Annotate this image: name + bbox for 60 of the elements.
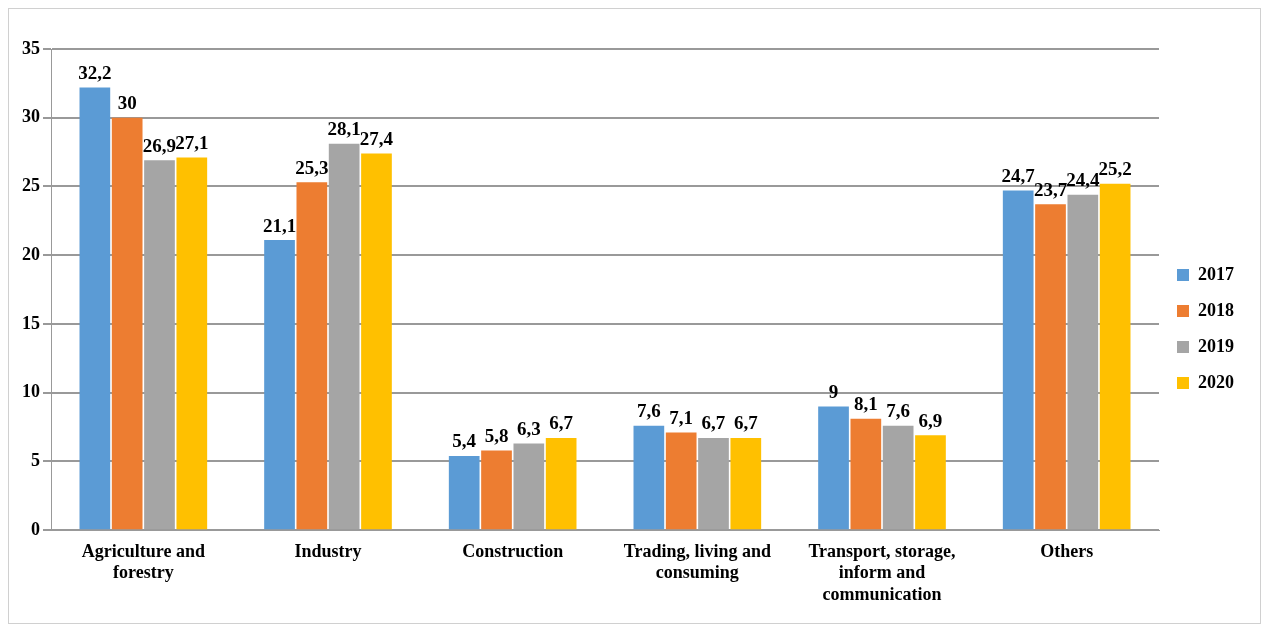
bar <box>633 425 665 530</box>
bar <box>176 157 208 530</box>
bar <box>1002 190 1034 530</box>
y-tick-label: 20 <box>22 243 40 264</box>
x-tick-label: Transport, storage, inform and communication <box>808 540 956 604</box>
data-label: 6,7 <box>701 412 726 434</box>
legend-label: 2020 <box>1198 371 1234 392</box>
data-label: 32,2 <box>78 61 112 83</box>
legend-label: 2019 <box>1198 335 1234 356</box>
x-tick-label: Agriculture and forestry <box>81 540 205 583</box>
x-tick-label: Others <box>1040 540 1094 561</box>
data-label: 28,1 <box>327 118 361 140</box>
bar <box>850 418 882 530</box>
x-tick-label: Trading, living and consuming <box>623 540 771 583</box>
y-tick-label: 0 <box>31 518 40 539</box>
bar <box>264 240 295 530</box>
data-label: 9 <box>828 380 839 402</box>
x-tick-label: Construction <box>462 540 564 561</box>
data-label: 5,4 <box>452 430 477 452</box>
y-tick-label: 15 <box>22 312 40 333</box>
legend-label: 2017 <box>1198 263 1234 284</box>
y-tick-label: 10 <box>22 381 40 402</box>
bar <box>481 450 512 530</box>
bar <box>818 406 849 530</box>
data-label: 7,1 <box>669 406 694 428</box>
x-tick-label: Industry <box>294 540 362 561</box>
data-label: 6,7 <box>549 412 574 434</box>
data-label: 25,2 <box>1098 158 1132 180</box>
data-label: 8,1 <box>853 393 878 415</box>
y-tick-label: 25 <box>22 175 40 196</box>
y-tick-label: 5 <box>31 450 40 471</box>
bar <box>296 182 328 530</box>
data-label: 25,3 <box>295 156 329 178</box>
data-label: 6,9 <box>918 409 943 431</box>
bar <box>915 435 946 530</box>
data-label: 7,6 <box>886 400 911 422</box>
data-label: 24,4 <box>1066 169 1100 191</box>
data-label: 6,3 <box>516 417 541 439</box>
data-label: 5,8 <box>484 424 509 446</box>
data-label: 26,9 <box>142 134 177 156</box>
bar <box>545 438 577 530</box>
bar <box>111 117 143 530</box>
bar <box>1035 204 1066 530</box>
bar <box>665 432 697 530</box>
bar <box>448 455 480 530</box>
data-label: 23,7 <box>1033 178 1068 200</box>
bar <box>1099 183 1131 530</box>
y-tick-label: 35 <box>22 37 40 58</box>
bar <box>361 153 392 530</box>
data-label: 24,7 <box>1001 165 1036 187</box>
y-tick-label: 30 <box>22 106 40 127</box>
bar <box>730 438 762 530</box>
legend-label: 2018 <box>1198 299 1234 320</box>
data-label: 27,4 <box>359 127 394 149</box>
bar <box>79 87 111 530</box>
data-label: 30 <box>117 92 137 114</box>
data-label: 21,1 <box>262 214 297 236</box>
data-label: 6,7 <box>733 412 759 434</box>
data-label: 27,1 <box>175 132 209 154</box>
data-label: 7,6 <box>636 400 661 422</box>
